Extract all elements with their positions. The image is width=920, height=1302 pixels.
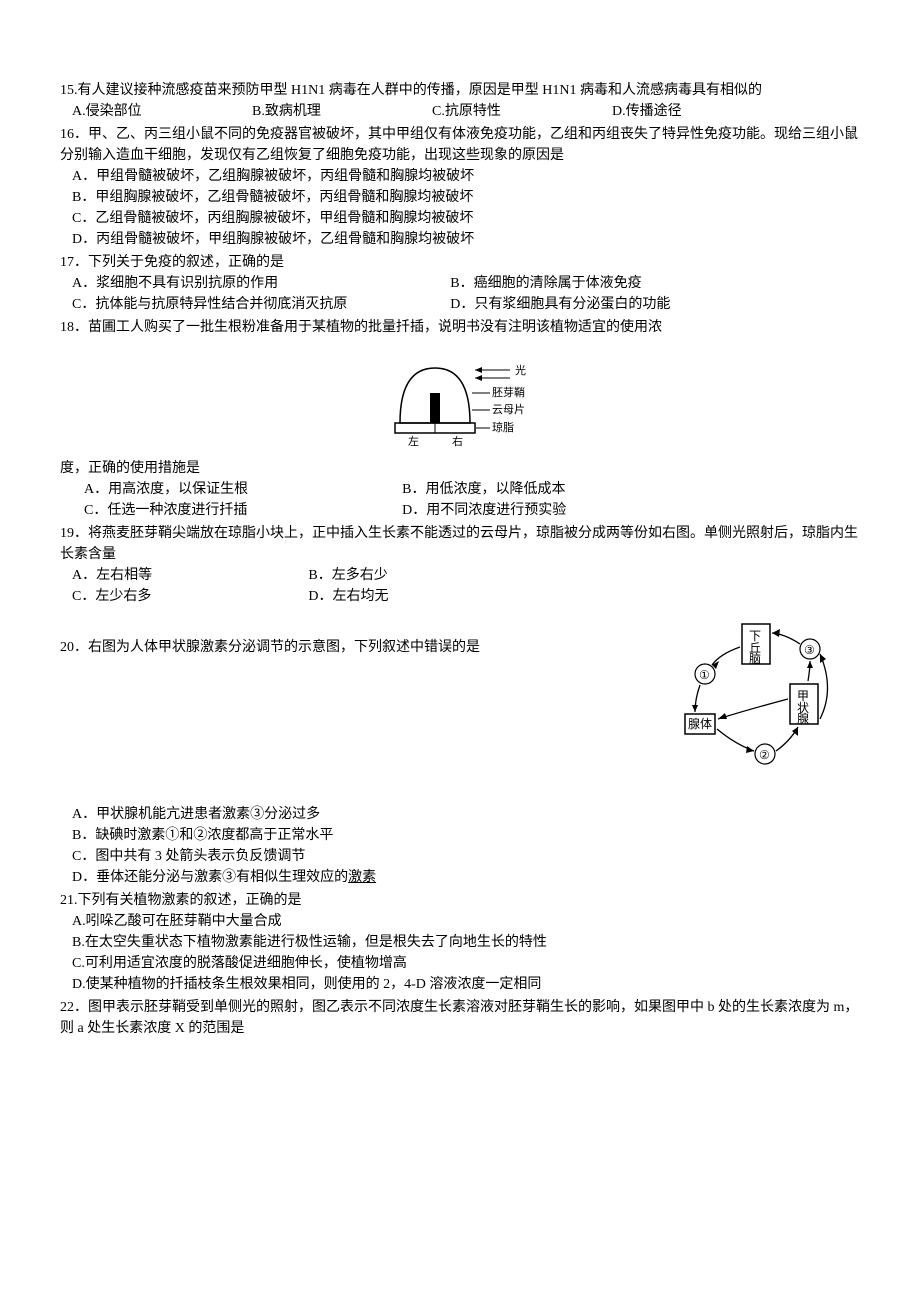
question-16-text: 16．甲、乙、丙三组小鼠不同的免疫器官被破坏，其中甲组仅有体液免疫功能，乙组和丙…: [60, 124, 860, 166]
thyroid-feedback-diagram-icon: 下 丘 脑 腺体 甲 状 腺 ① ② ③: [670, 619, 840, 779]
question-18-text-start: 18．苗圃工人购买了一批生根粉准备用于某植物的批量扦插，说明书没有注明该植物适宜…: [60, 317, 860, 338]
option-20-b: B．缺碘时激素①和②浓度都高于正常水平: [72, 825, 860, 846]
question-15: 15.有人建议接种流感疫苗来预防甲型 H1N1 病毒在人群中的传播，原因是甲型 …: [60, 80, 860, 122]
question-20-options: A．甲状腺机能亢进患者激素③分泌过多 B．缺碘时激素①和②浓度都高于正常水平 C…: [72, 804, 860, 888]
option-19-a: A．左右相等: [72, 565, 308, 586]
option-16-a: A．甲组骨髓被破坏，乙组胸腺被破坏，丙组骨髓和胸腺均被破坏: [72, 166, 860, 187]
option-21-b: B.在太空失重状态下植物激素能进行极性运输，但是根失去了向地生长的特性: [72, 932, 860, 953]
option-18-d: D．用不同浓度进行预实验: [402, 500, 774, 521]
option-15-c: C.抗原特性: [432, 101, 572, 122]
label-right: 右: [452, 434, 463, 448]
question-18: 18．苗圃工人购买了一批生根粉准备用于某植物的批量扦插，说明书没有注明该植物适宜…: [60, 317, 860, 521]
option-18-b: B．用低浓度，以降低成本: [402, 479, 774, 500]
question-16: 16．甲、乙、丙三组小鼠不同的免疫器官被破坏，其中甲组仅有体液免疫功能，乙组和丙…: [60, 124, 860, 250]
question-19-options: A．左右相等 B．左多右少 C．左少右多 D．左右均无: [72, 565, 860, 607]
question-22: 22．图甲表示胚芽鞘受到单侧光的照射，图乙表示不同浓度生长素溶液对胚芽鞘生长的影…: [60, 997, 860, 1039]
option-21-d: D.使某种植物的扦插枝条生根效果相同，则使用的 2，4-D 溶液浓度一定相同: [72, 974, 860, 995]
option-21-c: C.可利用适宜浓度的脱落酸促进细胞伸长，使植物增高: [72, 953, 860, 974]
option-20-d: D．垂体还能分泌与激素③有相似生理效应的激素: [72, 867, 860, 888]
option-16-c: C．乙组骨髓被破坏，丙组胸腺被破坏，甲组骨髓和胸腺均被破坏: [72, 208, 860, 229]
label-mica: 云母片: [492, 403, 525, 416]
question-19: 19．将燕麦胚芽鞘尖端放在琼脂小块上，正中插入生长素不能透过的云母片，琼脂被分成…: [60, 523, 860, 607]
option-20-c: C．图中共有 3 处箭头表示负反馈调节: [72, 846, 860, 867]
question-17-text: 17．下列关于免疫的叙述，正确的是: [60, 252, 860, 273]
node-1: ①: [699, 668, 710, 682]
label-left: 左: [408, 435, 419, 448]
option-17-c: C．抗体能与抗原特异性结合并彻底消灭抗原: [72, 294, 450, 315]
option-16-d: D．丙组骨髓被破坏，甲组胸腺被破坏，乙组骨髓和胸腺均被破坏: [72, 229, 860, 250]
option-18-a: A．用高浓度，以保证生根: [84, 479, 402, 500]
node-2: ②: [759, 748, 770, 762]
question-18-text-end: 度，正确的使用措施是: [60, 461, 200, 476]
option-15-d: D.传播途径: [612, 101, 682, 122]
option-17-b: B．癌细胞的清除属于体液免疫: [450, 273, 828, 294]
option-19-d: D．左右均无: [308, 586, 686, 607]
question-17-options: A．浆细胞不具有识别抗原的作用 B．癌细胞的清除属于体液免疫 C．抗体能与抗原特…: [72, 273, 860, 315]
option-16-b: B．甲组胸腺被破坏，乙组骨髓被破坏，丙组骨髓和胸腺均被破坏: [72, 187, 860, 208]
label-light: 光: [515, 363, 526, 377]
option-21-a: A.吲哚乙酸可在胚芽鞘中大量合成: [72, 911, 860, 932]
option-17-a: A．浆细胞不具有识别抗原的作用: [72, 273, 450, 294]
svg-text:腺: 腺: [797, 712, 809, 726]
label-agar: 琼脂: [492, 420, 514, 434]
question-22-text: 22．图甲表示胚芽鞘受到单侧光的照射，图乙表示不同浓度生长素溶液对胚芽鞘生长的影…: [60, 997, 860, 1039]
question-18-diagram: 光 胚芽鞘 云母片 琼脂 左 右: [60, 348, 860, 448]
node-3: ③: [804, 643, 815, 657]
node-pituitary: 腺体: [688, 717, 712, 731]
question-19-text: 19．将燕麦胚芽鞘尖端放在琼脂小块上，正中插入生长素不能透过的云母片，琼脂被分成…: [60, 523, 860, 565]
option-19-b: B．左多右少: [308, 565, 686, 586]
option-15-b: B.致病机理: [252, 101, 392, 122]
question-16-options: A．甲组骨髓被破坏，乙组胸腺被破坏，丙组骨髓和胸腺均被破坏 B．甲组胸腺被破坏，…: [72, 166, 860, 250]
question-20-diagram: 下 丘 脑 腺体 甲 状 腺 ① ② ③: [670, 619, 840, 786]
option-17-d: D．只有浆细胞具有分泌蛋白的功能: [450, 294, 828, 315]
question-21-text: 21.下列有关植物激素的叙述，正确的是: [60, 890, 860, 911]
question-21-options: A.吲哚乙酸可在胚芽鞘中大量合成 B.在太空失重状态下植物激素能进行极性运输，但…: [72, 911, 860, 995]
option-20-a: A．甲状腺机能亢进患者激素③分泌过多: [72, 804, 860, 825]
question-21: 21.下列有关植物激素的叙述，正确的是 A.吲哚乙酸可在胚芽鞘中大量合成 B.在…: [60, 890, 860, 995]
question-15-text: 15.有人建议接种流感疫苗来预防甲型 H1N1 病毒在人群中的传播，原因是甲型 …: [60, 80, 860, 101]
question-15-options: A.侵染部位 B.致病机理 C.抗原特性 D.传播途径: [72, 101, 860, 122]
question-18-options: A．用高浓度，以保证生根 B．用低浓度，以降低成本 C．任选一种浓度进行扦插 D…: [84, 479, 860, 521]
option-15-a: A.侵染部位: [72, 101, 212, 122]
svg-text:脑: 脑: [749, 652, 761, 666]
question-17: 17．下列关于免疫的叙述，正确的是 A．浆细胞不具有识别抗原的作用 B．癌细胞的…: [60, 252, 860, 315]
label-coleoptile: 胚芽鞘: [492, 385, 525, 399]
option-18-c: C．任选一种浓度进行扦插: [84, 500, 402, 521]
coleoptile-diagram-icon: 光 胚芽鞘 云母片 琼脂 左 右: [360, 348, 560, 448]
option-19-c: C．左少右多: [72, 586, 308, 607]
